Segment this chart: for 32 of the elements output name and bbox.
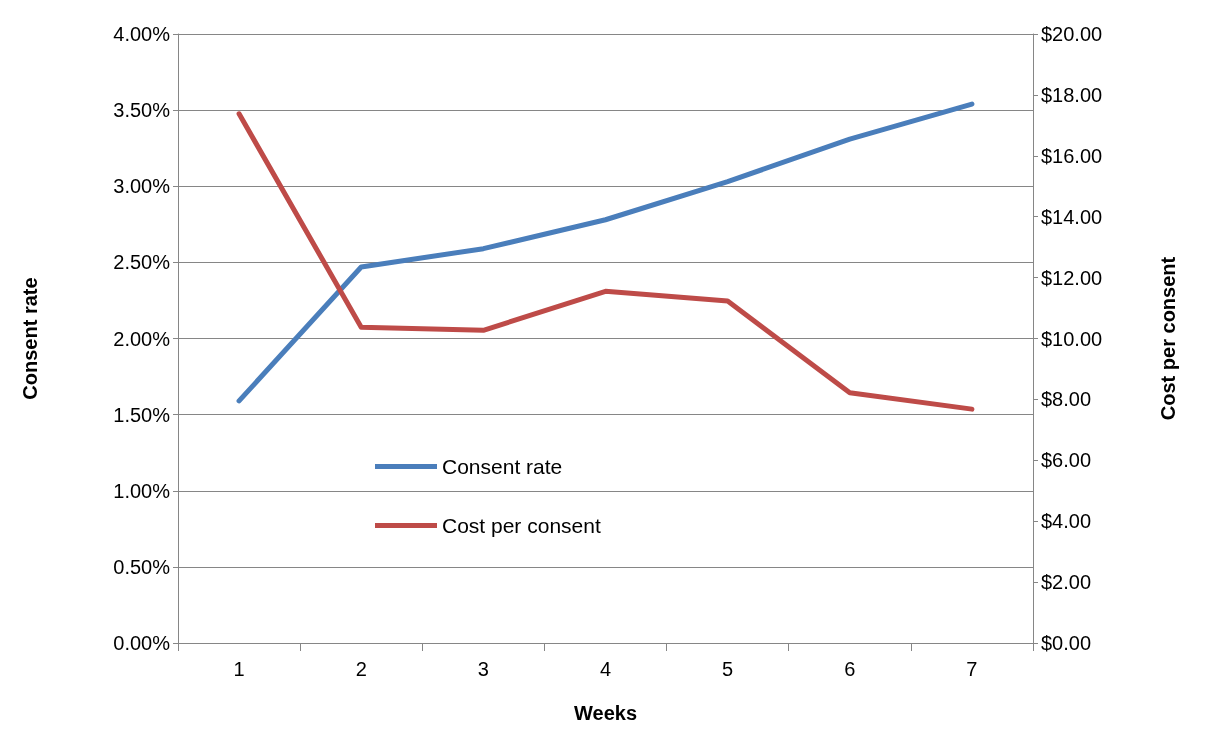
legend-label: Cost per consent [442, 514, 601, 537]
y2-tick-label: $6.00 [1041, 449, 1092, 472]
y2-tick-label: $10.00 [1041, 327, 1103, 350]
y-tick-label: 2.00% [113, 327, 171, 350]
y2-tick-label: $4.00 [1041, 510, 1092, 533]
x-tick-label: 3 [477, 658, 489, 680]
x-tick-label: 6 [844, 658, 856, 680]
y-tick-label: 1.50% [113, 403, 171, 426]
y2-tick-label: $14.00 [1041, 205, 1103, 228]
y-axis-title: Consent rate [19, 277, 41, 400]
y-tick-label: 3.00% [113, 175, 171, 198]
y2-tick-label: $2.00 [1041, 571, 1092, 594]
y-tick-label: 0.50% [113, 555, 171, 578]
y-tick-label: 0.00% [113, 632, 171, 654]
x-tick-label: 2 [355, 658, 367, 680]
y-tick-label: 3.50% [113, 99, 171, 122]
y2-tick-label: $20.00 [1041, 23, 1103, 45]
y-tick-label: 4.00% [113, 23, 171, 45]
legend-label: Consent rate [442, 455, 563, 478]
y-tick-label: 1.00% [113, 479, 171, 502]
y2-tick-label: $16.00 [1041, 144, 1103, 167]
y2-tick-label: $18.00 [1041, 83, 1103, 106]
x-tick-label: 1 [233, 658, 245, 680]
x-axis-title: Weeks [573, 702, 638, 724]
y-tick-label: 2.50% [113, 251, 171, 274]
y2-axis-title: Cost per consent [1157, 256, 1179, 421]
y2-tick-label: $8.00 [1041, 388, 1092, 411]
y2-tick-label: $12.00 [1041, 266, 1103, 289]
y2-tick-label: $0.00 [1041, 632, 1092, 654]
x-tick-label: 4 [599, 658, 612, 680]
x-tick-label: 7 [966, 658, 978, 680]
x-tick-label: 5 [722, 658, 734, 680]
